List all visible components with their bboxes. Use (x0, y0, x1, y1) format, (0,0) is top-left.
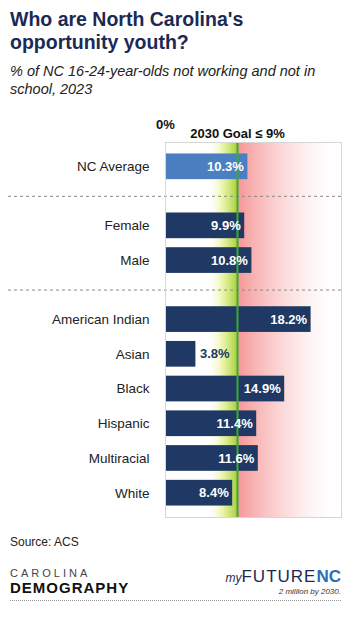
html-text:CAROLINA: CAROLINA (10, 567, 91, 579)
svg-text:11.4%: 11.4% (217, 416, 254, 431)
html-text:Who are North Carolina's oppor: Who are North Carolina's opportunity you… (10, 8, 244, 53)
svg-text:Black: Black (116, 381, 149, 396)
svg-text:18.2%: 18.2% (270, 312, 307, 327)
svg-text:2030 Goal ≤ 9%: 2030 Goal ≤ 9% (190, 126, 285, 141)
svg-text:0%: 0% (156, 117, 175, 132)
svg-text:NC Average: NC Average (77, 159, 150, 174)
svg-text:9.9%: 9.9% (211, 218, 241, 233)
svg-text:Hispanic: Hispanic (98, 416, 150, 431)
svg-text:American Indian: American Indian (52, 312, 150, 327)
html-text:DEMOGRAPHY: DEMOGRAPHY (10, 579, 130, 596)
svg-text:White: White (115, 486, 150, 501)
svg-text:3.8%: 3.8% (200, 346, 230, 361)
svg-text:Male: Male (120, 253, 149, 268)
svg-text:8.4%: 8.4% (199, 485, 229, 500)
html-text:2 million by 2030.: 2 million by 2030. (278, 587, 341, 596)
svg-text:Multiracial: Multiracial (89, 451, 150, 466)
svg-text:11.6%: 11.6% (218, 451, 255, 466)
html-text:myFUTURE NC: myFUTURE NC (225, 567, 341, 586)
svg-text:Female: Female (104, 218, 149, 233)
html-text:% of NC 16-24-year-olds not wo: % of NC 16-24-year-olds not working and … (10, 63, 316, 97)
svg-text:Asian: Asian (116, 347, 150, 362)
svg-text:14.9%: 14.9% (244, 381, 281, 396)
svg-text:10.8%: 10.8% (211, 253, 248, 268)
html-text:Source: ACS: Source: ACS (10, 535, 79, 549)
svg-text:10.3%: 10.3% (207, 159, 244, 174)
